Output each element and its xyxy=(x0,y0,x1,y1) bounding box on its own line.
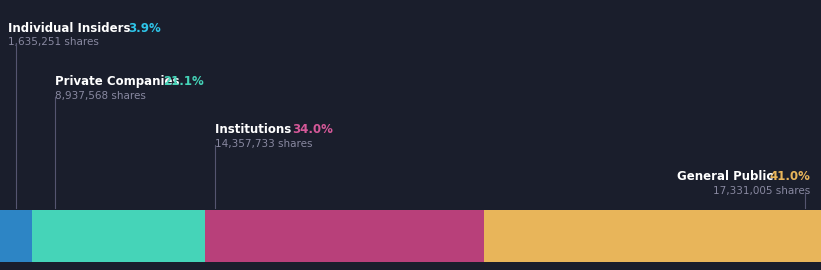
Text: 34.0%: 34.0% xyxy=(292,123,333,136)
Text: 1,635,251 shares: 1,635,251 shares xyxy=(8,37,99,47)
Text: 3.9%: 3.9% xyxy=(128,22,161,35)
Text: 17,331,005 shares: 17,331,005 shares xyxy=(713,186,810,196)
Text: General Public: General Public xyxy=(677,170,773,183)
Bar xyxy=(32,210,205,262)
Text: Individual Insiders: Individual Insiders xyxy=(8,22,135,35)
Text: Institutions: Institutions xyxy=(215,123,296,136)
Bar xyxy=(205,210,484,262)
Text: 14,357,733 shares: 14,357,733 shares xyxy=(215,139,313,149)
Text: Private Companies: Private Companies xyxy=(55,75,184,88)
Text: 21.1%: 21.1% xyxy=(163,75,204,88)
Text: 41.0%: 41.0% xyxy=(769,170,810,183)
Bar xyxy=(484,210,821,262)
Text: 8,937,568 shares: 8,937,568 shares xyxy=(55,91,146,101)
Bar xyxy=(0,210,32,262)
